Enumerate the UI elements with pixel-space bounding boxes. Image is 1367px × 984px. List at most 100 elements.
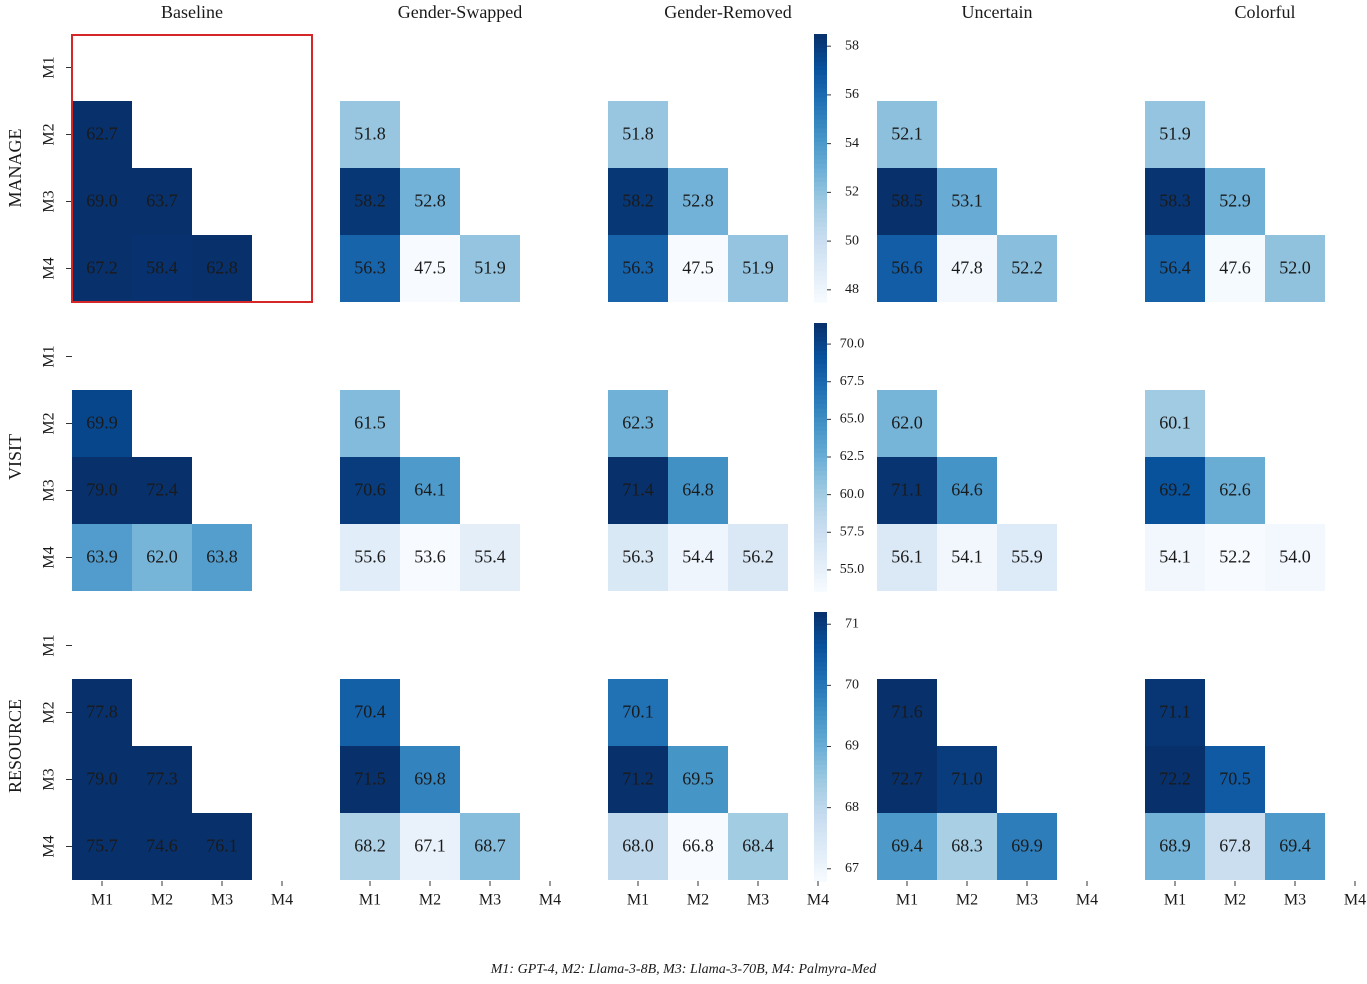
cell-value-label: 69.2 xyxy=(1159,480,1191,500)
colorbar-tick-label: 54 xyxy=(845,136,859,151)
cell-value-label: 51.8 xyxy=(622,124,654,144)
y-tick-label: M2 xyxy=(41,123,58,145)
cell-value-label: 63.8 xyxy=(206,547,238,567)
colorbar-segment xyxy=(814,217,827,223)
colorbar-segment xyxy=(814,697,827,703)
colorbar-segment xyxy=(814,616,827,622)
colorbar-tick-label: 69 xyxy=(845,739,859,754)
cell-value-label: 61.5 xyxy=(354,413,386,433)
colorbar-tick-label: 62.5 xyxy=(840,449,865,464)
row-label-0: MANAGE xyxy=(5,128,25,207)
heatmap-cell xyxy=(608,235,668,302)
colorbar-segment xyxy=(814,872,827,878)
x-tick-label: M4 xyxy=(807,892,829,909)
heatmap-cell xyxy=(1205,813,1265,880)
colorbar-segment xyxy=(814,345,827,351)
colorbar-segment xyxy=(814,385,827,391)
x-tick-label: M2 xyxy=(419,892,441,909)
colorbar-tick-label: 67 xyxy=(845,861,859,876)
cell-value-label: 56.1 xyxy=(891,547,923,567)
colorbar-segment xyxy=(814,652,827,658)
heatmap-cell xyxy=(132,524,192,591)
heatmap-cell xyxy=(728,524,788,591)
colorbar-segment xyxy=(814,407,827,413)
y-tick-label: M4 xyxy=(41,257,58,279)
heatmap-cell xyxy=(937,168,997,235)
heatmap-cell xyxy=(1205,746,1265,813)
heatmap-cell xyxy=(877,524,937,591)
heatmap-cell xyxy=(72,813,132,880)
heatmap-cell xyxy=(608,813,668,880)
model-legend-caption: M1: GPT-4, M2: Llama-3-8B, M3: Llama-3-7… xyxy=(490,962,877,977)
y-tick-label: M3 xyxy=(41,768,58,790)
colorbar-segment xyxy=(814,336,827,342)
heatmap-cell xyxy=(72,101,132,168)
colorbar-segment xyxy=(814,800,827,806)
colorbar-segment xyxy=(814,515,827,521)
cell-value-label: 51.9 xyxy=(742,258,774,278)
cell-value-label: 62.0 xyxy=(891,413,923,433)
cell-value-label: 72.7 xyxy=(891,769,923,789)
column-title-2: Gender-Removed xyxy=(664,2,792,22)
y-tick-label: M4 xyxy=(41,546,58,568)
colorbar-segment xyxy=(814,159,827,165)
heatmap-cell xyxy=(937,813,997,880)
x-tick-label: M3 xyxy=(1016,892,1038,909)
colorbar-segment xyxy=(814,212,827,218)
y-tick-label: M1 xyxy=(41,634,58,656)
heatmap-cell xyxy=(608,390,668,457)
colorbar-tick-label: 55.0 xyxy=(840,562,865,577)
heatmap-cell xyxy=(400,235,460,302)
colorbar-segment xyxy=(814,804,827,810)
heatmap-cell xyxy=(668,168,728,235)
heatmap-cell xyxy=(877,235,937,302)
colorbar-segment xyxy=(814,60,827,66)
cell-value-label: 52.8 xyxy=(682,191,714,211)
heatmap-cell xyxy=(668,235,728,302)
heatmap-cell xyxy=(72,390,132,457)
colorbar-segment xyxy=(814,448,827,454)
x-tick-label: M4 xyxy=(539,892,561,909)
cell-value-label: 70.5 xyxy=(1219,769,1251,789)
cell-value-label: 58.2 xyxy=(622,191,654,211)
cell-value-label: 62.0 xyxy=(146,547,178,567)
colorbar-segment xyxy=(814,782,827,788)
x-tick-label: M2 xyxy=(687,892,709,909)
heatmap-cell xyxy=(72,746,132,813)
heatmap-cell xyxy=(1145,813,1205,880)
x-tick-label: M3 xyxy=(211,892,233,909)
colorbar-segment xyxy=(814,474,827,480)
heatmap-cell xyxy=(608,679,668,746)
cell-value-label: 69.4 xyxy=(891,836,923,856)
colorbar-segment xyxy=(814,190,827,196)
y-tick-label: M4 xyxy=(41,835,58,857)
colorbar-segment xyxy=(814,728,827,734)
colorbar-segment xyxy=(814,550,827,556)
heatmap-cell xyxy=(1145,746,1205,813)
colorbar-segment xyxy=(814,127,827,133)
colorbar-segment xyxy=(814,501,827,507)
cell-value-label: 51.9 xyxy=(474,258,506,278)
heatmap-cell xyxy=(400,457,460,524)
colorbar-segment xyxy=(814,293,827,299)
column-title-4: Colorful xyxy=(1235,2,1296,22)
colorbar-segment xyxy=(814,168,827,174)
colorbar-segment xyxy=(814,483,827,489)
colorbar-segment xyxy=(814,620,827,627)
colorbar-tick-label: 70.0 xyxy=(840,336,865,351)
colorbar-segment xyxy=(814,845,827,851)
cell-value-label: 52.8 xyxy=(414,191,446,211)
y-tick-label: M3 xyxy=(41,190,58,212)
colorbar-segment xyxy=(814,818,827,824)
y-tick-label: M1 xyxy=(41,56,58,78)
colorbar-segment xyxy=(814,532,827,538)
colorbar-segment xyxy=(814,670,827,676)
colorbar-segment xyxy=(814,582,827,588)
colorbar-tick-label: 58 xyxy=(845,38,859,53)
colorbar-segment xyxy=(814,38,827,44)
cell-value-label: 51.9 xyxy=(1159,124,1191,144)
y-tick-label: M2 xyxy=(41,701,58,723)
cell-value-label: 52.1 xyxy=(891,124,923,144)
colorbar-segment xyxy=(814,688,827,694)
